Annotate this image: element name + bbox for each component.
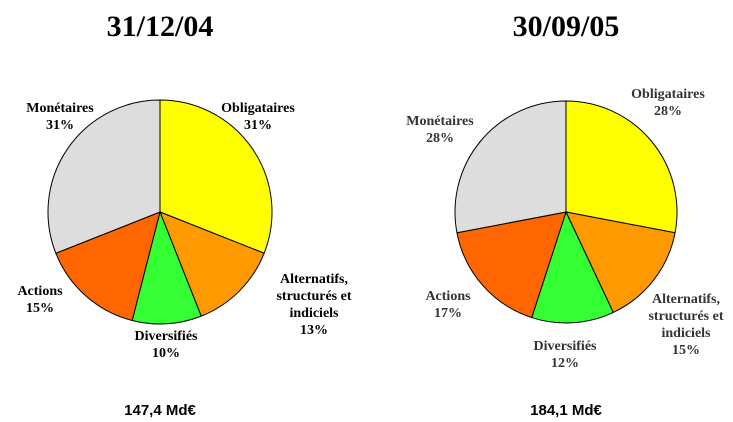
pie-slice bbox=[159, 211, 265, 317]
total-label: 147,4 Md€ bbox=[124, 402, 196, 419]
slice-label: Alternatifs, structurés et indiciels 15% bbox=[631, 291, 733, 359]
category-label: Obligataires bbox=[221, 101, 295, 116]
slice-label: Obligataires 31% bbox=[203, 100, 313, 134]
slice-label: Diversifiés 10% bbox=[111, 328, 221, 362]
value-label: 28% bbox=[426, 131, 454, 146]
category-label: Alternatifs, structurés et indiciels bbox=[276, 272, 352, 321]
category-label: Obligataires bbox=[631, 87, 705, 102]
slice-label: Alternatifs, structurés et indiciels 13% bbox=[259, 271, 369, 339]
value-label: 15% bbox=[26, 301, 54, 316]
pie-slice bbox=[47, 99, 161, 254]
category-label: Monétaires bbox=[406, 114, 474, 129]
value-label: 17% bbox=[434, 306, 462, 321]
value-label: 12% bbox=[551, 356, 579, 371]
chart-title: 31/12/04 bbox=[106, 10, 214, 43]
slice-label: Monétaires 31% bbox=[5, 100, 115, 134]
pie-slice bbox=[565, 211, 676, 314]
pie-slice bbox=[159, 99, 273, 254]
value-label: 15% bbox=[672, 343, 700, 358]
pie-slice bbox=[55, 211, 161, 322]
slice-label: Obligataires 28% bbox=[613, 86, 723, 120]
chart-title: 30/09/05 bbox=[512, 10, 620, 43]
value-label: 10% bbox=[152, 346, 180, 361]
slice-label: Actions 15% bbox=[0, 283, 95, 317]
category-label: Monétaires bbox=[26, 101, 94, 116]
value-label: 31% bbox=[46, 118, 74, 133]
category-label: Actions bbox=[425, 289, 471, 304]
category-label: Actions bbox=[17, 284, 63, 299]
value-label: 13% bbox=[300, 323, 328, 338]
pie-slice bbox=[531, 210, 614, 324]
pie-slice bbox=[456, 211, 567, 319]
category-label: Diversifiés bbox=[134, 329, 198, 344]
slice-label: Diversifiés 12% bbox=[510, 338, 620, 372]
pie-slice bbox=[565, 100, 678, 234]
category-label: Diversifiés bbox=[533, 339, 597, 354]
slice-label: Actions 17% bbox=[393, 288, 503, 322]
pie-slice bbox=[454, 100, 567, 234]
value-label: 28% bbox=[654, 104, 682, 119]
slice-label: Monétaires 28% bbox=[385, 113, 495, 147]
category-label: Alternatifs, structurés et indiciels bbox=[648, 292, 724, 341]
value-label: 31% bbox=[244, 118, 272, 133]
total-label: 184,1 Md€ bbox=[530, 402, 602, 419]
